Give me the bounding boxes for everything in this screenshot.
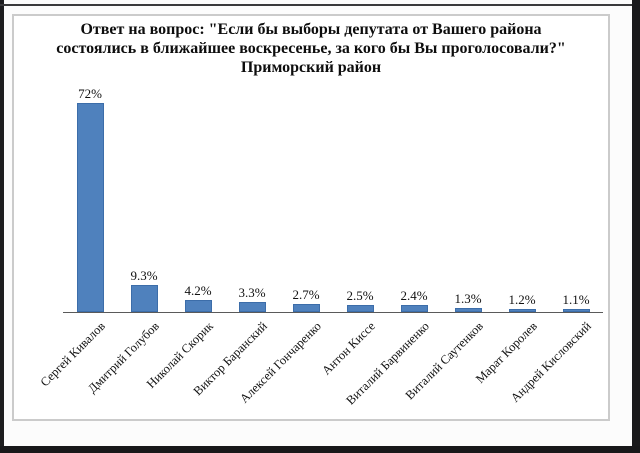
x-axis-line (63, 312, 603, 313)
bar-value-label-9: 1.2% (508, 292, 536, 307)
bar-1 (76, 103, 104, 312)
bar-value-label-4: 3.3% (238, 285, 266, 300)
bar-2 (130, 285, 158, 312)
bar-value-label-8: 1.3% (454, 291, 482, 306)
bar-4 (238, 302, 266, 312)
bar-10 (562, 309, 590, 312)
bar-value-label-1: 72% (78, 86, 102, 101)
bar-5 (292, 304, 320, 312)
bar-value-label-6: 2.5% (346, 288, 374, 303)
chart-title: Ответ на вопрос: "Если бы выборы депутат… (56, 21, 566, 76)
bar-value-label-3: 4.2% (184, 283, 212, 298)
bar-6 (346, 305, 374, 312)
bar-value-label-5: 2.7% (292, 287, 320, 302)
photo-frame-bottom-edge (0, 446, 640, 453)
bar-9 (508, 309, 536, 312)
bar-value-label-2: 9.3% (130, 268, 158, 283)
bar-value-label-10: 1.1% (562, 292, 590, 307)
plot-area: 72% Сергей Кивалов 9.3% Дмитрий Голубов 4.2%… (14, 16, 608, 419)
bar-8 (454, 308, 482, 312)
chart-box: Ответ на вопрос: "Если бы выборы депутат… (12, 14, 610, 421)
bar-3 (184, 300, 212, 312)
bar-value-label-7: 2.4% (400, 288, 428, 303)
photo-frame-top-edge (0, 4, 640, 6)
bar-7 (400, 305, 428, 312)
photo-frame-left-edge (0, 0, 4, 453)
photo-frame-right-edge (632, 0, 640, 453)
